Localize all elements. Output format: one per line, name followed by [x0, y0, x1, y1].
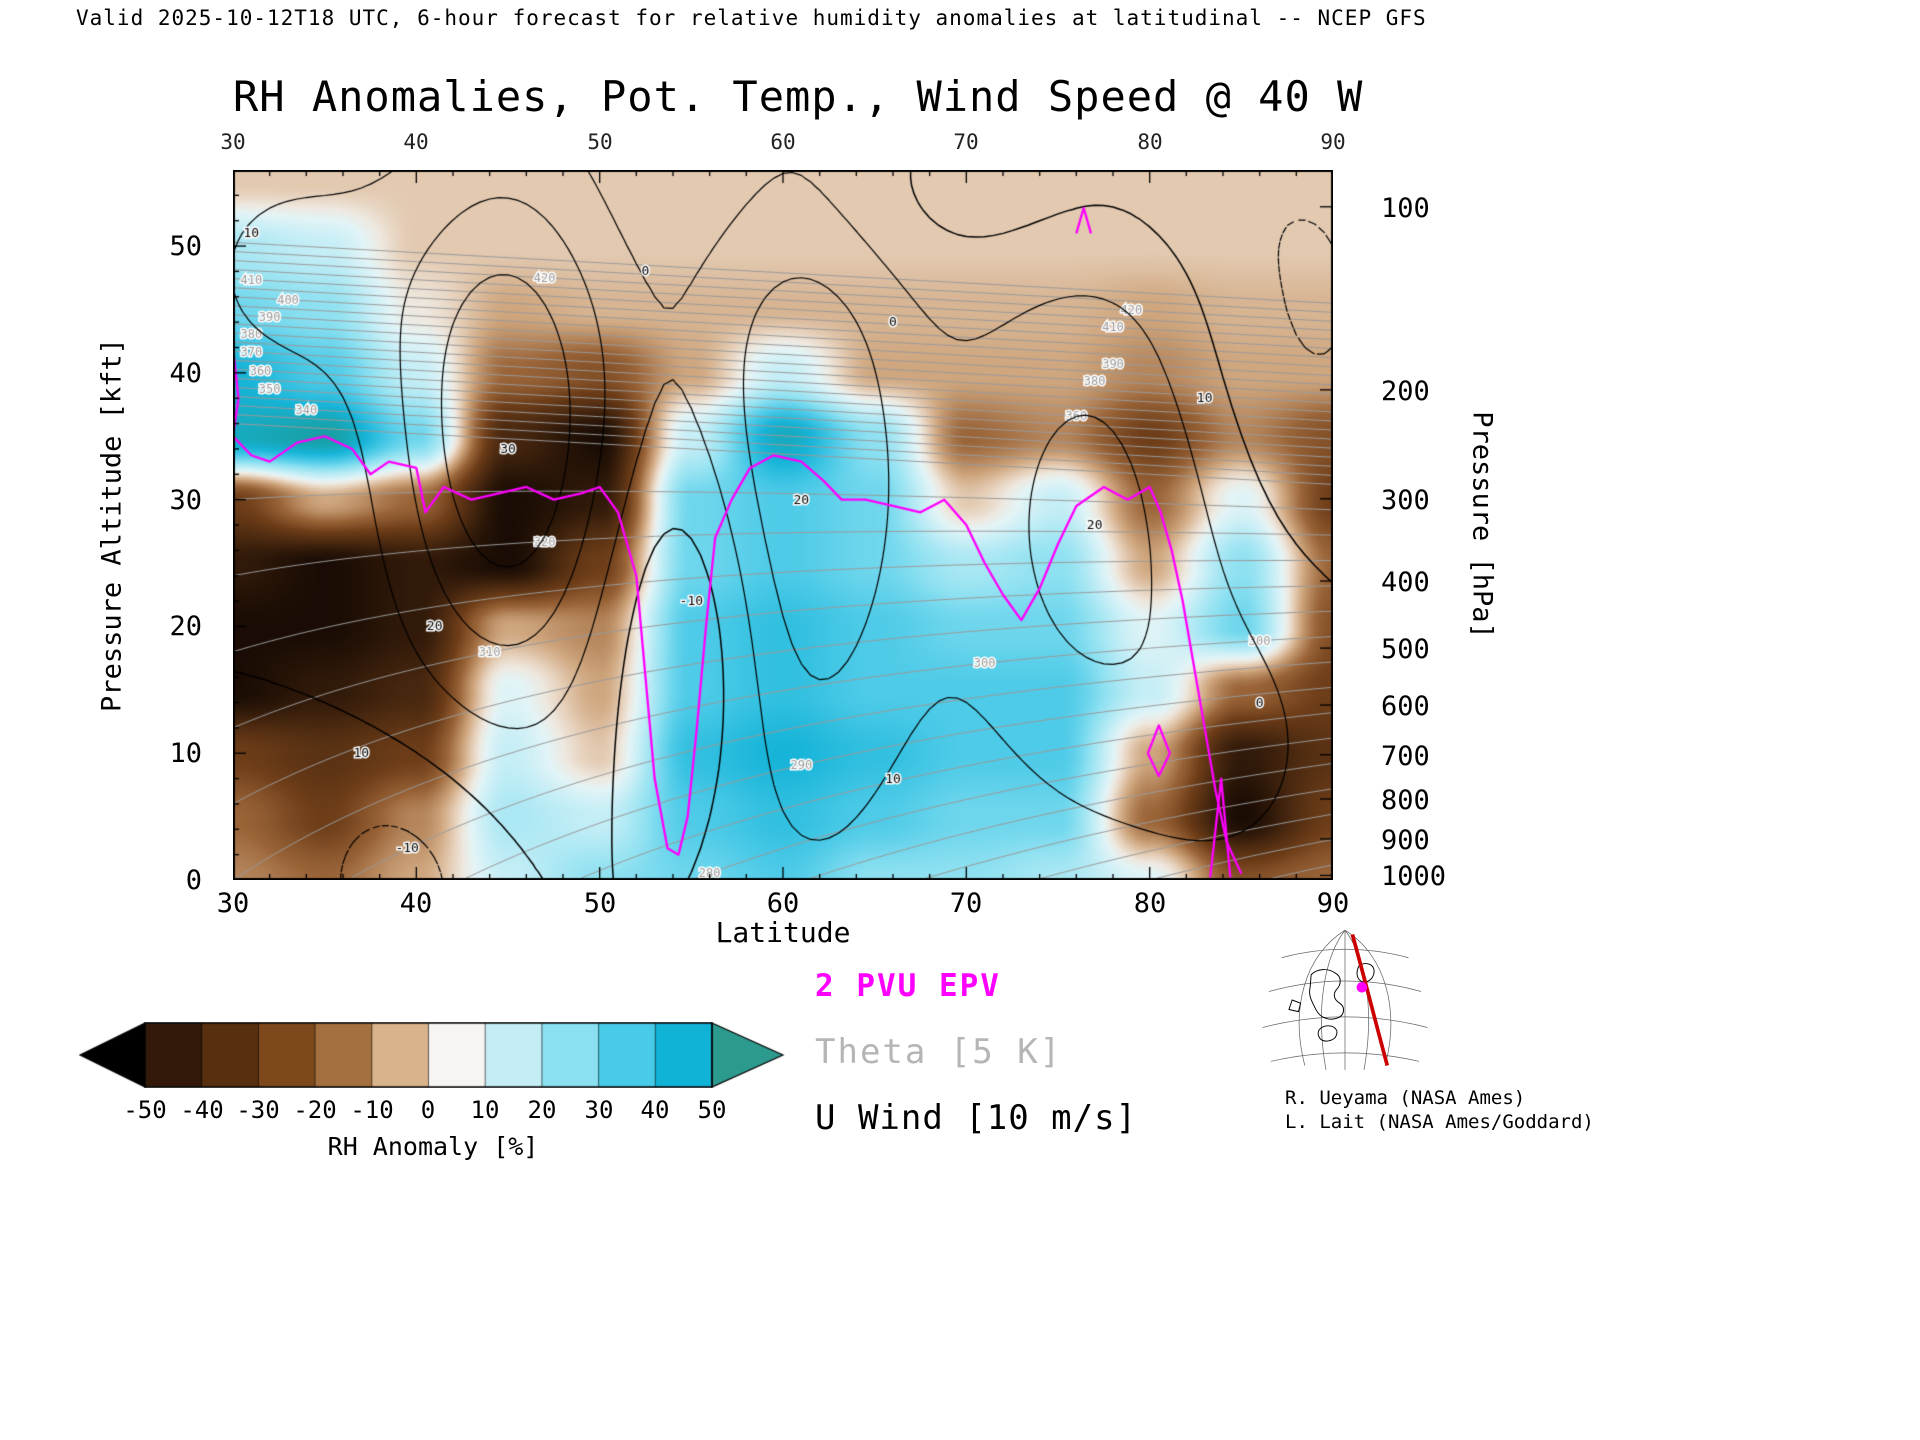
legend-u-wind: U Wind [10 m/s] — [815, 1098, 1138, 1138]
y-left-tick: 40 — [169, 358, 202, 389]
legend-theta: Theta [5 K] — [815, 1032, 1063, 1072]
locator-map-inset — [1245, 926, 1445, 1074]
colorbar-label: -30 — [236, 1096, 280, 1124]
x-bottom-tick: 60 — [766, 888, 800, 919]
credits: R. Ueyama (NASA Ames) L. Lait (NASA Ames… — [1285, 1086, 1594, 1134]
colorbar-label: 10 — [470, 1096, 500, 1124]
y-left-axis-label: Pressure Altitude [kft] — [96, 338, 128, 712]
y-right-tick: 600 — [1381, 691, 1430, 722]
y-left-tick: 20 — [169, 611, 202, 642]
colorbar-label: -50 — [123, 1096, 167, 1124]
x-top-tick: 60 — [770, 130, 796, 154]
colorbar-label: 30 — [584, 1096, 614, 1124]
map-40w-meridian — [1350, 933, 1390, 1067]
colorbar-label: 0 — [420, 1096, 436, 1124]
colorbar-label: 50 — [697, 1096, 727, 1124]
x-top-tick: 90 — [1320, 130, 1346, 154]
colorbar-label: 20 — [527, 1096, 557, 1124]
cross-section-plot — [233, 170, 1333, 880]
x-bottom-tick: 90 — [1316, 888, 1350, 919]
credit-line-1: R. Ueyama (NASA Ames) — [1285, 1087, 1526, 1109]
y-right-tick: 200 — [1381, 376, 1430, 407]
x-bottom-tick: 30 — [216, 888, 250, 919]
y-right-tick: 800 — [1381, 785, 1430, 816]
y-right-tick: 900 — [1381, 825, 1430, 856]
x-bottom-tick: 40 — [399, 888, 433, 919]
x-top-tick: 40 — [403, 130, 429, 154]
colorbar-label: 40 — [640, 1096, 670, 1124]
x-bottom-tick: 70 — [949, 888, 983, 919]
colorbar-label: -20 — [293, 1096, 337, 1124]
x-top-tick: 30 — [220, 130, 246, 154]
colorbar-label: -40 — [180, 1096, 224, 1124]
y-right-tick: 300 — [1381, 485, 1430, 516]
y-left-tick: 50 — [169, 231, 202, 262]
y-right-tick: 1000 — [1381, 861, 1447, 892]
colorbar-caption: RH Anomaly [%] — [327, 1132, 539, 1161]
y-left-tick: 0 — [185, 865, 202, 896]
y-right-tick: 700 — [1381, 741, 1430, 772]
x-top-tick: 50 — [587, 130, 613, 154]
map-location-marker — [1356, 982, 1368, 993]
locator-map-svg — [1262, 929, 1428, 1070]
credit-line-2: L. Lait (NASA Ames/Goddard) — [1285, 1111, 1594, 1133]
valid-time-header: Valid 2025-10-12T18 UTC, 6-hour forecast… — [76, 6, 1427, 30]
x-bottom-tick: 50 — [583, 888, 617, 919]
colorbar-label: -10 — [350, 1096, 394, 1124]
y-right-axis-label: Pressure [hPa] — [1466, 411, 1498, 639]
y-left-tick: 30 — [169, 485, 202, 516]
x-axis-label: Latitude — [715, 916, 851, 949]
y-left-tick: 10 — [169, 738, 202, 769]
map-graticule — [1262, 929, 1428, 1070]
x-top-tick: 70 — [953, 130, 979, 154]
page-title: RH Anomalies, Pot. Temp., Wind Speed @ 4… — [233, 72, 1364, 121]
map-coastlines — [1288, 963, 1375, 1042]
x-top-tick: 80 — [1137, 130, 1163, 154]
legend-pvu-epv: 2 PVU EPV — [815, 968, 1001, 1004]
y-right-tick: 100 — [1381, 193, 1430, 224]
y-right-tick: 400 — [1381, 567, 1430, 598]
colorbar — [78, 1022, 788, 1088]
x-bottom-tick: 80 — [1133, 888, 1167, 919]
y-right-tick: 500 — [1381, 634, 1430, 665]
